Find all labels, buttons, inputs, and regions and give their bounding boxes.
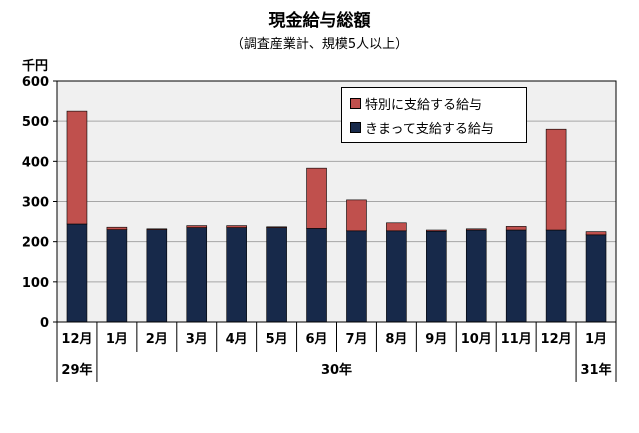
bar-special [585,231,607,236]
x-tick-label: 9月 [425,332,447,347]
bar-regular [66,223,88,323]
x-tick-label: 2月 [146,332,168,347]
bar-special [386,222,407,232]
x-tick-label: 11月 [501,332,532,347]
bar-regular [346,230,367,323]
x-tick-label: 12月 [61,332,92,347]
bar-special [465,228,487,231]
bar-regular [266,227,287,323]
y-tick-label: 0 [40,316,49,331]
legend-swatch-special [350,98,361,109]
bar-regular [306,228,327,323]
bar-special [426,229,447,232]
bar-special [505,226,527,231]
x-tick-label: 1月 [585,332,607,347]
bar-regular [186,227,208,323]
x-tick-label: 10月 [461,332,492,347]
legend-label-regular: きまって支給する給与 [365,122,494,137]
x-tick-label: 3月 [186,332,208,347]
bar-regular [106,229,128,323]
legend-item-regular: きまって支給する給与 [350,118,494,137]
x-tick-label: 4月 [226,332,248,347]
bar-regular [545,229,567,323]
bar-regular [226,227,247,323]
bar-special [346,199,367,232]
bar-special [186,225,208,228]
y-tick-label: 100 [22,276,49,291]
y-tick-label: 600 [22,75,49,90]
x-tick-label: 1月 [106,332,128,347]
bar-regular [426,230,447,323]
x-tick-label: 8月 [385,332,407,347]
legend: 特別に支給する給与 きまって支給する給与 [341,87,527,143]
bar-special [266,226,287,228]
y-tick-label: 200 [22,236,49,251]
bar-special [226,225,247,228]
bar-special [146,228,168,230]
bar-regular [465,229,487,323]
year-label: 29年 [61,362,92,378]
legend-item-special: 特別に支給する給与 [350,94,482,113]
chart-subtitle: （調査産業計、規模5人以上） [230,37,409,52]
bar-regular [386,230,407,323]
x-tick-label: 12月 [541,332,572,347]
bar-special [66,110,88,225]
y-tick-label: 400 [22,155,49,170]
legend-label-special: 特別に支給する給与 [365,98,483,113]
bar-special [106,226,128,230]
legend-swatch-regular [350,122,361,133]
year-label: 30年 [321,362,352,378]
bar-special [545,128,567,231]
y-axis-unit: 千円 [22,59,49,74]
y-tick-label: 300 [22,196,49,211]
y-tick-label: 500 [22,115,49,130]
bar-regular [505,229,527,323]
x-tick-label: 7月 [345,332,367,347]
bar-regular [146,229,168,323]
year-label: 31年 [580,362,611,378]
x-tick-label: 5月 [266,332,288,347]
bar-special [306,167,327,229]
chart-title: 現金給与総額 [268,11,371,31]
bar-regular [585,234,607,323]
x-tick-label: 6月 [306,332,328,347]
